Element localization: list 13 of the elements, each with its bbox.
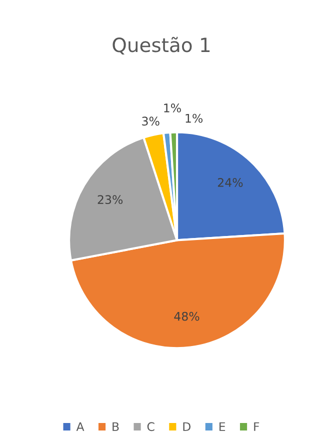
legend-label: E: [220, 422, 226, 431]
data-label: 3%: [142, 116, 160, 126]
legend-label: B: [112, 422, 119, 431]
legend-label: A: [76, 422, 84, 431]
data-label: 24%: [218, 178, 243, 187]
data-label: 1%: [186, 114, 203, 123]
legend-label: F: [254, 422, 260, 431]
legend-label: C: [147, 422, 154, 432]
data-label: 48%: [174, 312, 200, 321]
data-label: 1%: [164, 104, 181, 112]
data-label: 23%: [98, 195, 123, 204]
legend-label: D: [183, 422, 190, 431]
chart-title: Questão 1: [112, 36, 210, 54]
